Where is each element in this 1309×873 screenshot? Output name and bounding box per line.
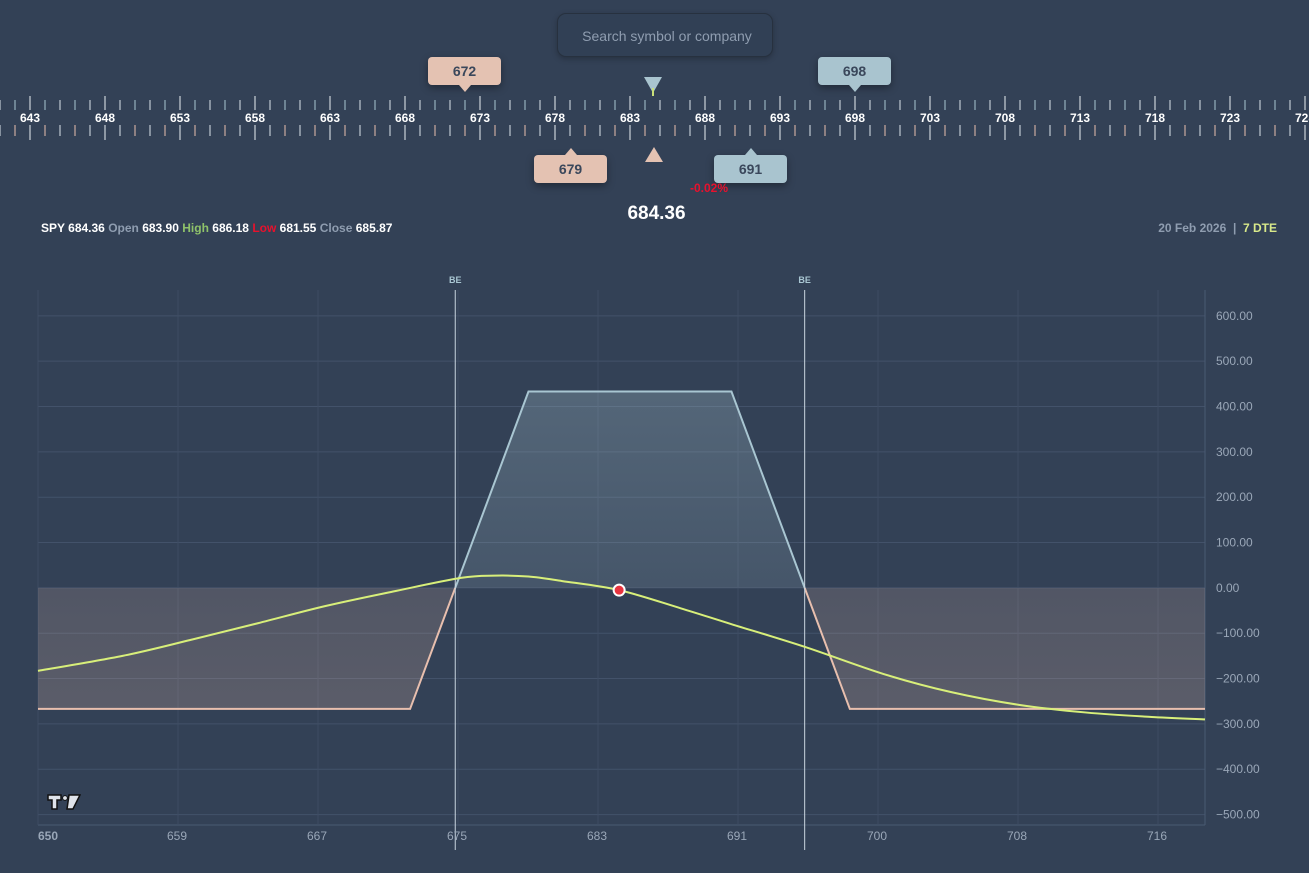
ruler-label: 688 bbox=[695, 111, 715, 125]
x-tick-label: 700 bbox=[867, 829, 887, 843]
ruler-label: 643 bbox=[20, 111, 40, 125]
ruler-label: 698 bbox=[845, 111, 865, 125]
payoff-line-loss bbox=[38, 587, 1205, 710]
search-input[interactable] bbox=[558, 14, 776, 58]
ruler-label: 693 bbox=[770, 111, 790, 125]
low-value: 681.55 bbox=[279, 221, 317, 235]
ruler-label: 713 bbox=[1070, 111, 1090, 125]
expiry-info: 20 Feb 2026 | 7 DTE bbox=[1158, 221, 1277, 235]
payoff-chart[interactable]: BE BE 650 659 667 675 683 691 700 708 716 600.00 500… bbox=[0, 260, 1309, 873]
ruler-label: 728 bbox=[1295, 111, 1309, 125]
ruler-label: 678 bbox=[545, 111, 565, 125]
loss-area bbox=[38, 587, 1205, 709]
x-tick-label: 708 bbox=[1007, 829, 1027, 843]
x-tick-label: 659 bbox=[167, 829, 187, 843]
strike-value: 679 bbox=[558, 161, 583, 177]
x-tick-label: 650 bbox=[38, 829, 58, 843]
ruler-label: 673 bbox=[470, 111, 490, 125]
low-label: Low bbox=[252, 221, 277, 235]
ruler-label: 723 bbox=[1220, 111, 1240, 125]
separator: | bbox=[1232, 221, 1237, 235]
y-tick-label: 0.00 bbox=[1216, 581, 1240, 595]
ruler-label: 663 bbox=[320, 111, 340, 125]
high-value: 686.18 bbox=[212, 221, 249, 235]
ruler-label: 658 bbox=[245, 111, 265, 125]
y-tick-label: −200.00 bbox=[1216, 672, 1260, 686]
x-tick-label: 683 bbox=[587, 829, 607, 843]
days-to-expiry: 7 DTE bbox=[1242, 221, 1277, 235]
long-call-strike-handle[interactable]: 698 bbox=[818, 57, 891, 92]
ohlc-legend: SPY 684.36 Open 683.90 High 686.18 Low 6… bbox=[41, 221, 392, 235]
ruler-label: 708 bbox=[995, 111, 1015, 125]
ruler-label: 703 bbox=[920, 111, 940, 125]
search-box[interactable] bbox=[557, 13, 776, 58]
x-tick-label: 667 bbox=[307, 829, 327, 843]
ruler-label: 718 bbox=[1145, 111, 1165, 125]
current-price-pointer-icon[interactable] bbox=[644, 77, 662, 93]
t0-pnl-curve bbox=[37, 574, 1206, 721]
current-price-marker bbox=[612, 583, 626, 597]
profit-area bbox=[38, 391, 1205, 588]
expiry-date: 20 Feb 2026 bbox=[1158, 221, 1227, 235]
last-price: 684.36 bbox=[68, 221, 105, 235]
open-value: 683.90 bbox=[142, 221, 179, 235]
ruler-label: 683 bbox=[620, 111, 640, 125]
strike-value: 698 bbox=[842, 63, 867, 79]
open-label: Open bbox=[108, 221, 139, 235]
y-tick-label: −100.00 bbox=[1216, 626, 1260, 640]
tradingview-logo-icon bbox=[47, 794, 81, 810]
y-tick-label: 200.00 bbox=[1216, 490, 1253, 504]
x-tick-label: 691 bbox=[727, 829, 747, 843]
ruler-label: 653 bbox=[170, 111, 190, 125]
y-tick-label: 400.00 bbox=[1216, 400, 1253, 414]
x-tick-label: 716 bbox=[1147, 829, 1167, 843]
x-tick-label: 675 bbox=[447, 829, 467, 843]
y-tick-label: 500.00 bbox=[1216, 354, 1253, 368]
y-tick-label: −500.00 bbox=[1216, 808, 1260, 822]
y-tick-label: 300.00 bbox=[1216, 445, 1253, 459]
symbol: SPY bbox=[41, 221, 65, 235]
high-label: High bbox=[182, 221, 209, 235]
y-tick-label: −300.00 bbox=[1216, 717, 1260, 731]
payoff-line-profit bbox=[454, 390, 806, 588]
breakeven-label: BE bbox=[449, 275, 462, 285]
breakeven-label: BE bbox=[798, 275, 811, 285]
long-put-strike-handle[interactable]: 672 bbox=[428, 57, 501, 92]
close-value: 685.87 bbox=[355, 221, 393, 235]
ruler-label: 668 bbox=[395, 111, 415, 125]
price-pointer-up-icon[interactable] bbox=[645, 147, 663, 162]
strike-value: 672 bbox=[452, 63, 477, 79]
close-label: Close bbox=[319, 221, 353, 235]
change-percent: -0.02% bbox=[690, 181, 729, 195]
strike-value: 691 bbox=[738, 161, 763, 177]
current-price: 684.36 bbox=[627, 203, 686, 224]
current-price-tick bbox=[652, 88, 654, 96]
short-call-strike-handle[interactable]: 691 bbox=[714, 148, 787, 183]
ruler-label: 648 bbox=[95, 111, 115, 125]
y-tick-label: 100.00 bbox=[1216, 536, 1253, 550]
strike-ruler[interactable]: 643 648 653 658 663 668 673 678 683 688 693 698 703 7… bbox=[0, 90, 1309, 150]
y-tick-label: 600.00 bbox=[1216, 309, 1253, 323]
short-put-strike-handle[interactable]: 679 bbox=[534, 148, 607, 183]
y-tick-label: −400.00 bbox=[1216, 762, 1260, 776]
